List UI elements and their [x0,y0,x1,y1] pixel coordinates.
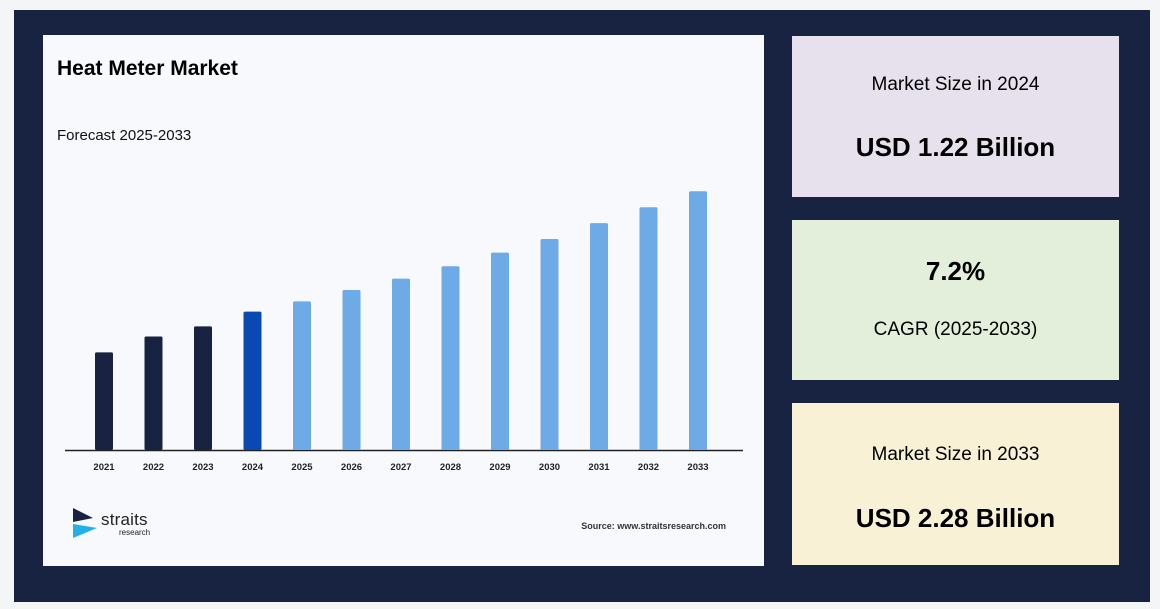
bar-2027 [392,278,410,450]
bar-2023 [194,326,212,450]
logo-wordmark: straits [101,510,148,529]
logo-subtext: research [119,528,151,537]
market-size-2033-card: Market Size in 2033 USD 2.28 Billion [792,403,1119,565]
chart-subtitle: Forecast 2025-2033 [57,127,192,144]
bar-2022 [144,336,163,450]
bar-2026 [342,290,361,450]
cagr-card: 7.2% CAGR (2025-2033) [792,220,1119,380]
cagr-label: CAGR (2025-2033) [873,319,1038,340]
straits-logo-icon [73,508,97,538]
market-size-2024-value: USD 1.22 Billion [855,132,1056,162]
x-tick-label-2024: 2024 [242,462,264,473]
bar-chart: 2021 2022 2023 2024 2025 2026 2027 2028 2029 2030… [65,191,743,473]
market-size-2033-value: USD 2.28 Billion [855,503,1056,533]
x-tick-label-2028: 2028 [440,462,461,473]
market-size-2033-label: Market Size in 2033 [871,444,1040,465]
bar-2028 [441,266,460,450]
bar-2024 [243,311,262,450]
x-tick-label-2030: 2030 [539,462,560,473]
bar-2032 [639,207,658,450]
x-tick-label-2027: 2027 [390,462,411,473]
x-tick-label-2023: 2023 [192,462,213,473]
bar-2031 [590,223,608,450]
x-tick-label-2025: 2025 [291,462,313,473]
x-tick-label-2021: 2021 [93,462,115,473]
cagr-value: 7.2% [925,256,986,286]
bar-2030 [540,238,559,450]
bar-2029 [491,252,509,450]
bar-2025 [293,301,311,450]
x-tick-label-2031: 2031 [588,462,610,473]
x-tick-label-2033: 2033 [687,462,708,473]
x-tick-label-2022: 2022 [143,462,164,473]
x-tick-label-2032: 2032 [638,462,659,473]
bar-2021 [95,352,113,450]
x-tick-label-2026: 2026 [341,462,362,473]
x-tick-label-2029: 2029 [489,462,510,473]
market-size-2024-label: Market Size in 2024 [871,74,1040,95]
source-note: Source: www.straitsresearch.com [581,521,726,531]
chart-title: Heat Meter Market [57,57,238,80]
chart-card: Heat Meter Market Forecast 2025-2033 202… [43,35,764,566]
straits-logo: straits research [71,506,171,546]
market-size-2024-card: Market Size in 2024 USD 1.22 Billion [792,36,1119,197]
bar-2033 [689,191,707,451]
